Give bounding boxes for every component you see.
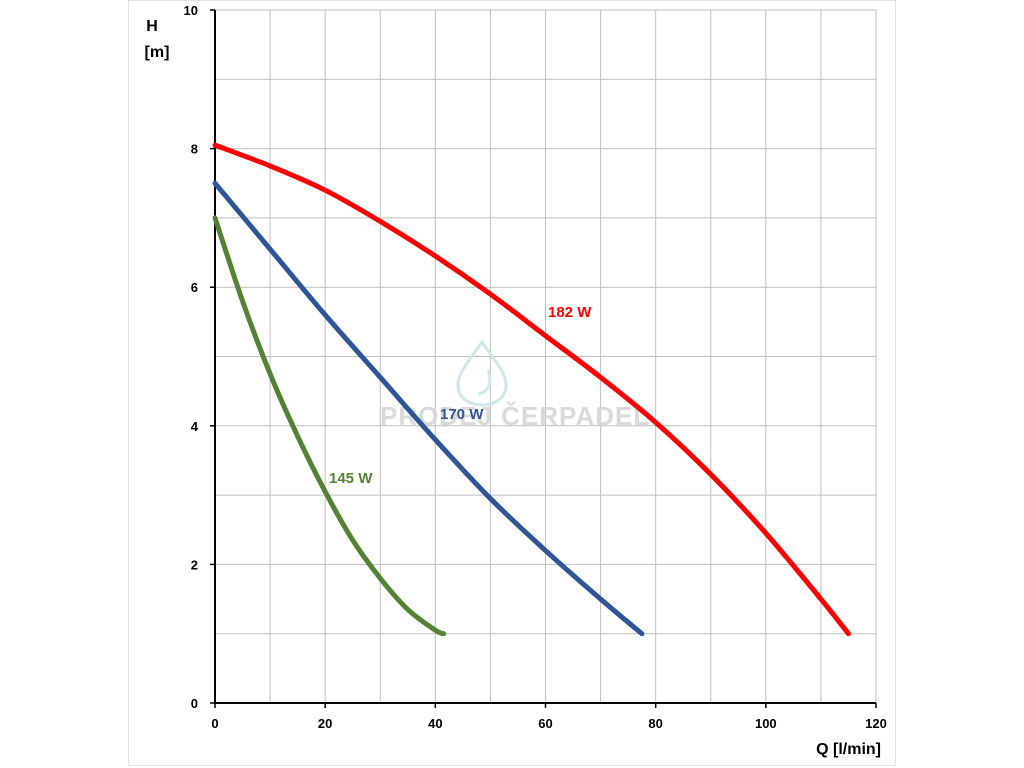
series-lines [212, 142, 851, 637]
x-axis-label: Q [l/min] [816, 741, 881, 758]
y-tick-label: 2 [191, 557, 198, 572]
x-tick-label: 60 [538, 716, 552, 731]
series-line-145w [212, 215, 447, 637]
grid [215, 9, 877, 703]
y-axis-label-unit: [m] [145, 44, 170, 61]
x-tick-label: 0 [211, 716, 218, 731]
y-tick-label: 10 [184, 3, 198, 18]
series-label-182w: 182 W [548, 304, 592, 321]
x-tick-label: 20 [318, 716, 332, 731]
x-tick-label: 40 [428, 716, 442, 731]
x-tick-label: 100 [755, 716, 777, 731]
series-line-170w [212, 180, 645, 637]
y-tick-label: 8 [191, 142, 198, 157]
water-drop-icon [456, 339, 508, 407]
series-label-170w: 170 W [440, 406, 484, 423]
y-axis-label-h: H [146, 18, 158, 35]
x-tick-labels: 0 20 40 60 80 100 120 [211, 716, 886, 731]
axes [210, 9, 877, 708]
y-tick-label: 0 [191, 696, 198, 711]
y-tick-label: 6 [191, 280, 198, 295]
series-label-145w: 145 W [329, 470, 373, 487]
y-tick-label: 4 [191, 419, 199, 434]
chart-frame [128, 0, 896, 766]
x-tick-label: 120 [865, 716, 887, 731]
series-line-182w [212, 142, 851, 637]
y-tick-labels: 0 2 4 6 8 10 [184, 3, 199, 711]
x-tick-label: 80 [648, 716, 662, 731]
